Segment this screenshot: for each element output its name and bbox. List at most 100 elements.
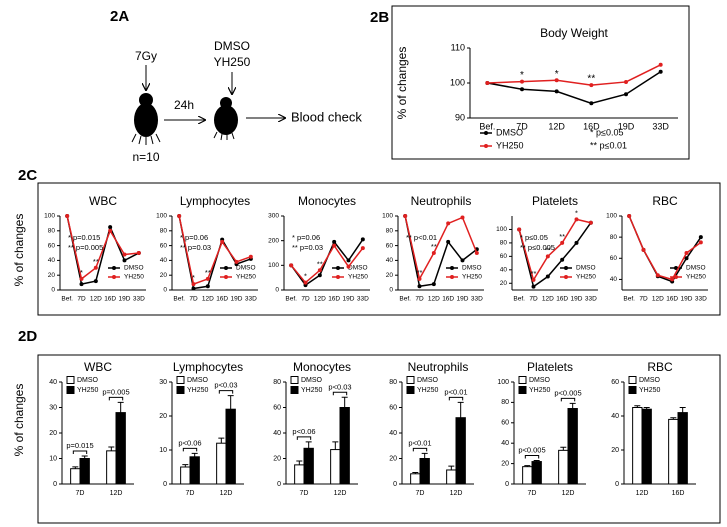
x-tick-label: 12D [548, 121, 565, 131]
legend-swatch [628, 376, 637, 384]
annotation: * [575, 208, 578, 217]
error-bar [448, 465, 455, 470]
data-point [485, 81, 490, 85]
y-tick-label: 80 [273, 379, 281, 386]
series-line [404, 215, 478, 281]
data-point [303, 280, 308, 285]
p-value: p<0.06 [178, 438, 201, 447]
panel-label: 2B [370, 9, 389, 26]
data-point [588, 220, 593, 225]
x-tick-label: Bef. [399, 296, 411, 303]
series-line [178, 215, 252, 286]
legend-swatch [66, 386, 75, 394]
error-bar [227, 395, 234, 410]
y-tick-label: 100 [156, 213, 167, 220]
x-tick-label: 7D [416, 490, 425, 497]
data-point [136, 251, 141, 255]
x-tick-label: 33D [357, 296, 369, 303]
x-tick-label: 16D [216, 296, 228, 303]
y-tick-label: 10 [159, 447, 167, 454]
data-point [79, 282, 84, 287]
x-tick-label: 19D [457, 296, 469, 303]
legend-marker [224, 275, 228, 279]
x-tick-label: 12D [110, 490, 123, 497]
y-tick-label: 10 [49, 455, 57, 462]
error-bar [108, 446, 115, 451]
significance-bracket [448, 396, 464, 401]
data-point [545, 274, 550, 279]
series-line [290, 244, 364, 284]
p-value: p<0.03 [328, 382, 351, 391]
x-tick-label: Bef. [479, 121, 495, 131]
x-tick-label: 33D [695, 296, 707, 303]
significance-bracket [182, 447, 198, 452]
bar [410, 473, 421, 485]
x-tick-label: 7D [189, 296, 198, 303]
y-tick-label: 40 [160, 257, 168, 264]
y-tick-label: 300 [268, 213, 279, 220]
p-value: p=0.015 [66, 441, 93, 450]
y-tick-label: 80 [389, 379, 397, 386]
series-line [518, 222, 592, 288]
x-tick-label: 7D [415, 296, 424, 303]
data-point [658, 69, 663, 74]
annotation: ** [559, 232, 565, 241]
y-tick-label: 20 [159, 413, 167, 420]
data-point [446, 221, 451, 226]
y-tick-label: 60 [48, 242, 56, 249]
y-tick-label: 90 [455, 112, 465, 122]
x-tick-label: 7D [76, 490, 85, 497]
panel-frame [391, 5, 690, 160]
annotation: * [520, 70, 524, 81]
x-tick-label: 16D [672, 490, 685, 497]
x-tick-label: 16D [666, 296, 678, 303]
error-bar [412, 472, 419, 474]
error-bar [533, 460, 540, 462]
legend-marker [564, 275, 568, 279]
annotation: * [192, 273, 195, 282]
x-tick-label: 7D [528, 490, 537, 497]
legend-label: YH250 [639, 387, 661, 394]
x-tick-label: 12D [542, 296, 554, 303]
y-tick-label: 100 [44, 213, 55, 220]
p-value: p<0.03 [214, 381, 237, 390]
y-tick-label: 60 [501, 420, 509, 427]
y-tick-label: 40 [389, 430, 397, 437]
legend-swatch [406, 386, 415, 394]
chart-title: Platelets [532, 194, 578, 208]
annotation: ** [587, 74, 595, 85]
y-tick-label: 80 [501, 399, 509, 406]
annotation: ** [93, 257, 99, 266]
y-tick-label: 30 [159, 379, 167, 386]
legend-label: YH250 [124, 274, 144, 281]
p-value: p<0.005 [554, 388, 581, 397]
panel-label: 2D [18, 328, 37, 345]
error-bar [524, 465, 531, 467]
x-tick-label: 12D [334, 490, 347, 497]
y-tick-label: 40 [49, 379, 57, 386]
error-bar [72, 466, 79, 469]
data-point [122, 252, 127, 257]
data-point [658, 62, 663, 67]
error-bar [421, 452, 428, 459]
annotation: ** [205, 268, 211, 277]
x-tick-label: 19D [571, 296, 583, 303]
y-tick-label: 80 [160, 228, 168, 235]
note: ** p≤0.01 [590, 140, 627, 150]
data-point [641, 247, 646, 252]
y-tick-label: 20 [501, 460, 509, 467]
legend-label: DMSO [124, 265, 144, 272]
legend-marker [484, 131, 488, 135]
note: ** p<0.01 [406, 233, 437, 242]
data-point [531, 284, 536, 289]
note: ** p=0.03 [180, 243, 211, 252]
data-point [589, 83, 594, 88]
x-tick-label: Bef. [173, 296, 185, 303]
bar [531, 461, 542, 485]
p-value: p<0.005 [518, 446, 545, 455]
data-point [205, 276, 210, 281]
data-point [474, 251, 479, 255]
x-tick-label: 7D [77, 296, 86, 303]
y-tick-label: 110 [451, 42, 465, 52]
data-point [205, 284, 210, 289]
